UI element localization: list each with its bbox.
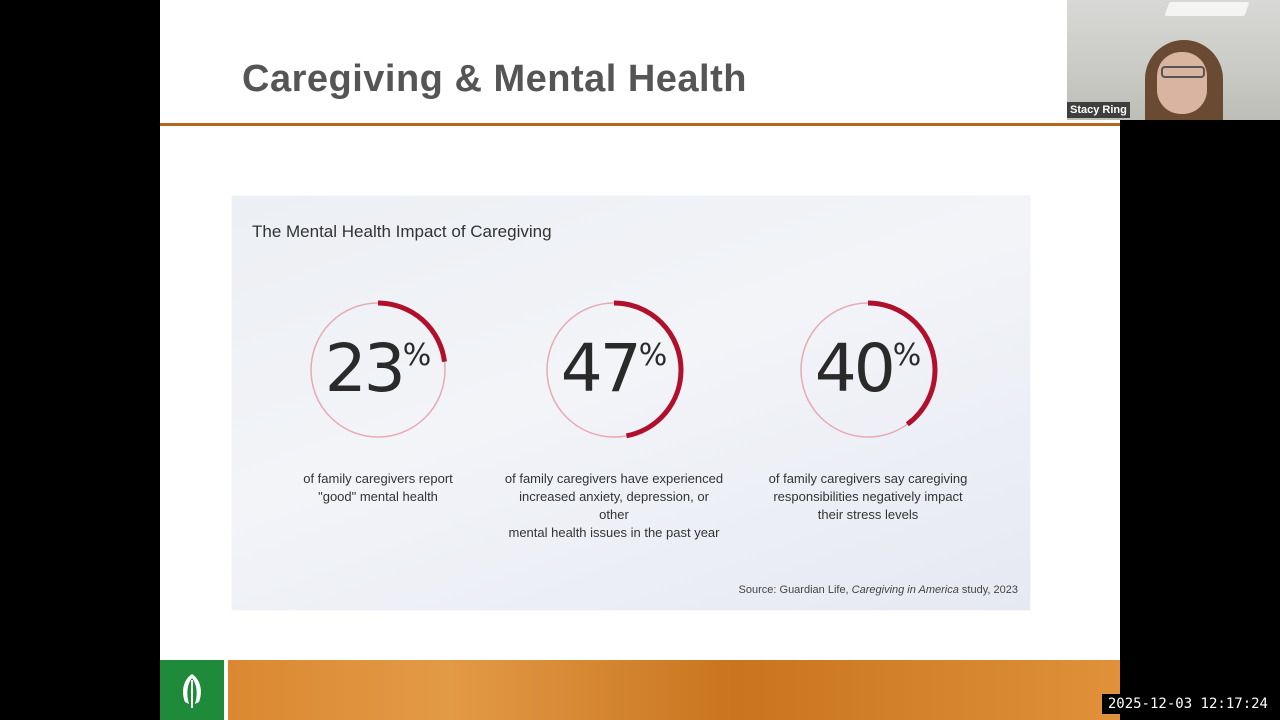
stat-card-2: 40% of family caregivers say caregiving … — [748, 282, 988, 524]
stat-ring-1 — [544, 300, 684, 440]
stat-caption-line: increased anxiety, depression, or other — [519, 489, 709, 522]
stat-ring-arc-2 — [798, 300, 938, 440]
infographic-heading: The Mental Health Impact of Caregiving — [252, 222, 552, 241]
stat-value-1: 47% — [494, 336, 734, 402]
stat-number-2: 40 — [814, 330, 896, 407]
title-divider — [160, 123, 1120, 126]
stat-caption-2: of family caregivers say caregiving resp… — [748, 470, 988, 524]
stat-card-0: 23% of family caregivers report "good" m… — [258, 282, 498, 506]
stat-caption-line: "good" mental health — [318, 489, 438, 504]
stat-caption-line: of family caregivers say caregiving — [768, 471, 968, 486]
source-title: Caregiving in America — [851, 584, 959, 596]
leaf-logo-icon — [160, 660, 228, 720]
recording-timestamp: 2025-12-03 12:17:24 — [1101, 694, 1274, 714]
stat-caption-line: responsibilities negatively impact — [773, 489, 963, 504]
participant-video-tile[interactable]: Stacy Ring — [1067, 0, 1280, 120]
stat-number-1: 47 — [560, 330, 642, 407]
stat-ring-arc-1 — [544, 300, 684, 440]
stat-value-2: 40% — [748, 336, 988, 402]
stat-unit-1: % — [638, 338, 668, 373]
stat-value-0: 23% — [258, 336, 498, 402]
stat-unit-2: % — [892, 338, 922, 373]
stat-caption-line: of family caregivers have experienced — [504, 471, 724, 486]
stat-caption-1: of family caregivers have experienced in… — [494, 470, 734, 542]
stat-ring-arc-0 — [308, 300, 448, 440]
stat-caption-0: of family caregivers report "good" menta… — [258, 470, 498, 506]
slide-title: Caregiving & Mental Health — [242, 58, 747, 100]
stat-card-1: 47% of family caregivers have experience… — [494, 282, 734, 542]
stat-number-0: 23 — [324, 330, 406, 407]
participant-name-label: Stacy Ring — [1067, 102, 1130, 118]
stat-caption-line: mental health issues in the past year — [508, 525, 720, 540]
stat-unit-0: % — [402, 338, 432, 373]
source-citation: Source: Guardian Life, Caregiving in Ame… — [739, 584, 1018, 596]
infographic-panel: The Mental Health Impact of Caregiving 2… — [232, 196, 1030, 610]
stat-caption-line: of family caregivers report — [303, 471, 453, 486]
presentation-slide: Caregiving & Mental Health The Mental He… — [160, 0, 1120, 720]
stat-ring-2 — [798, 300, 938, 440]
slide-footer-band — [160, 660, 1120, 720]
stat-caption-line: their stress levels — [817, 507, 919, 522]
source-suffix: study, 2023 — [958, 584, 1018, 596]
stat-ring-0 — [308, 300, 448, 440]
source-prefix: Source: Guardian Life, — [738, 584, 852, 596]
